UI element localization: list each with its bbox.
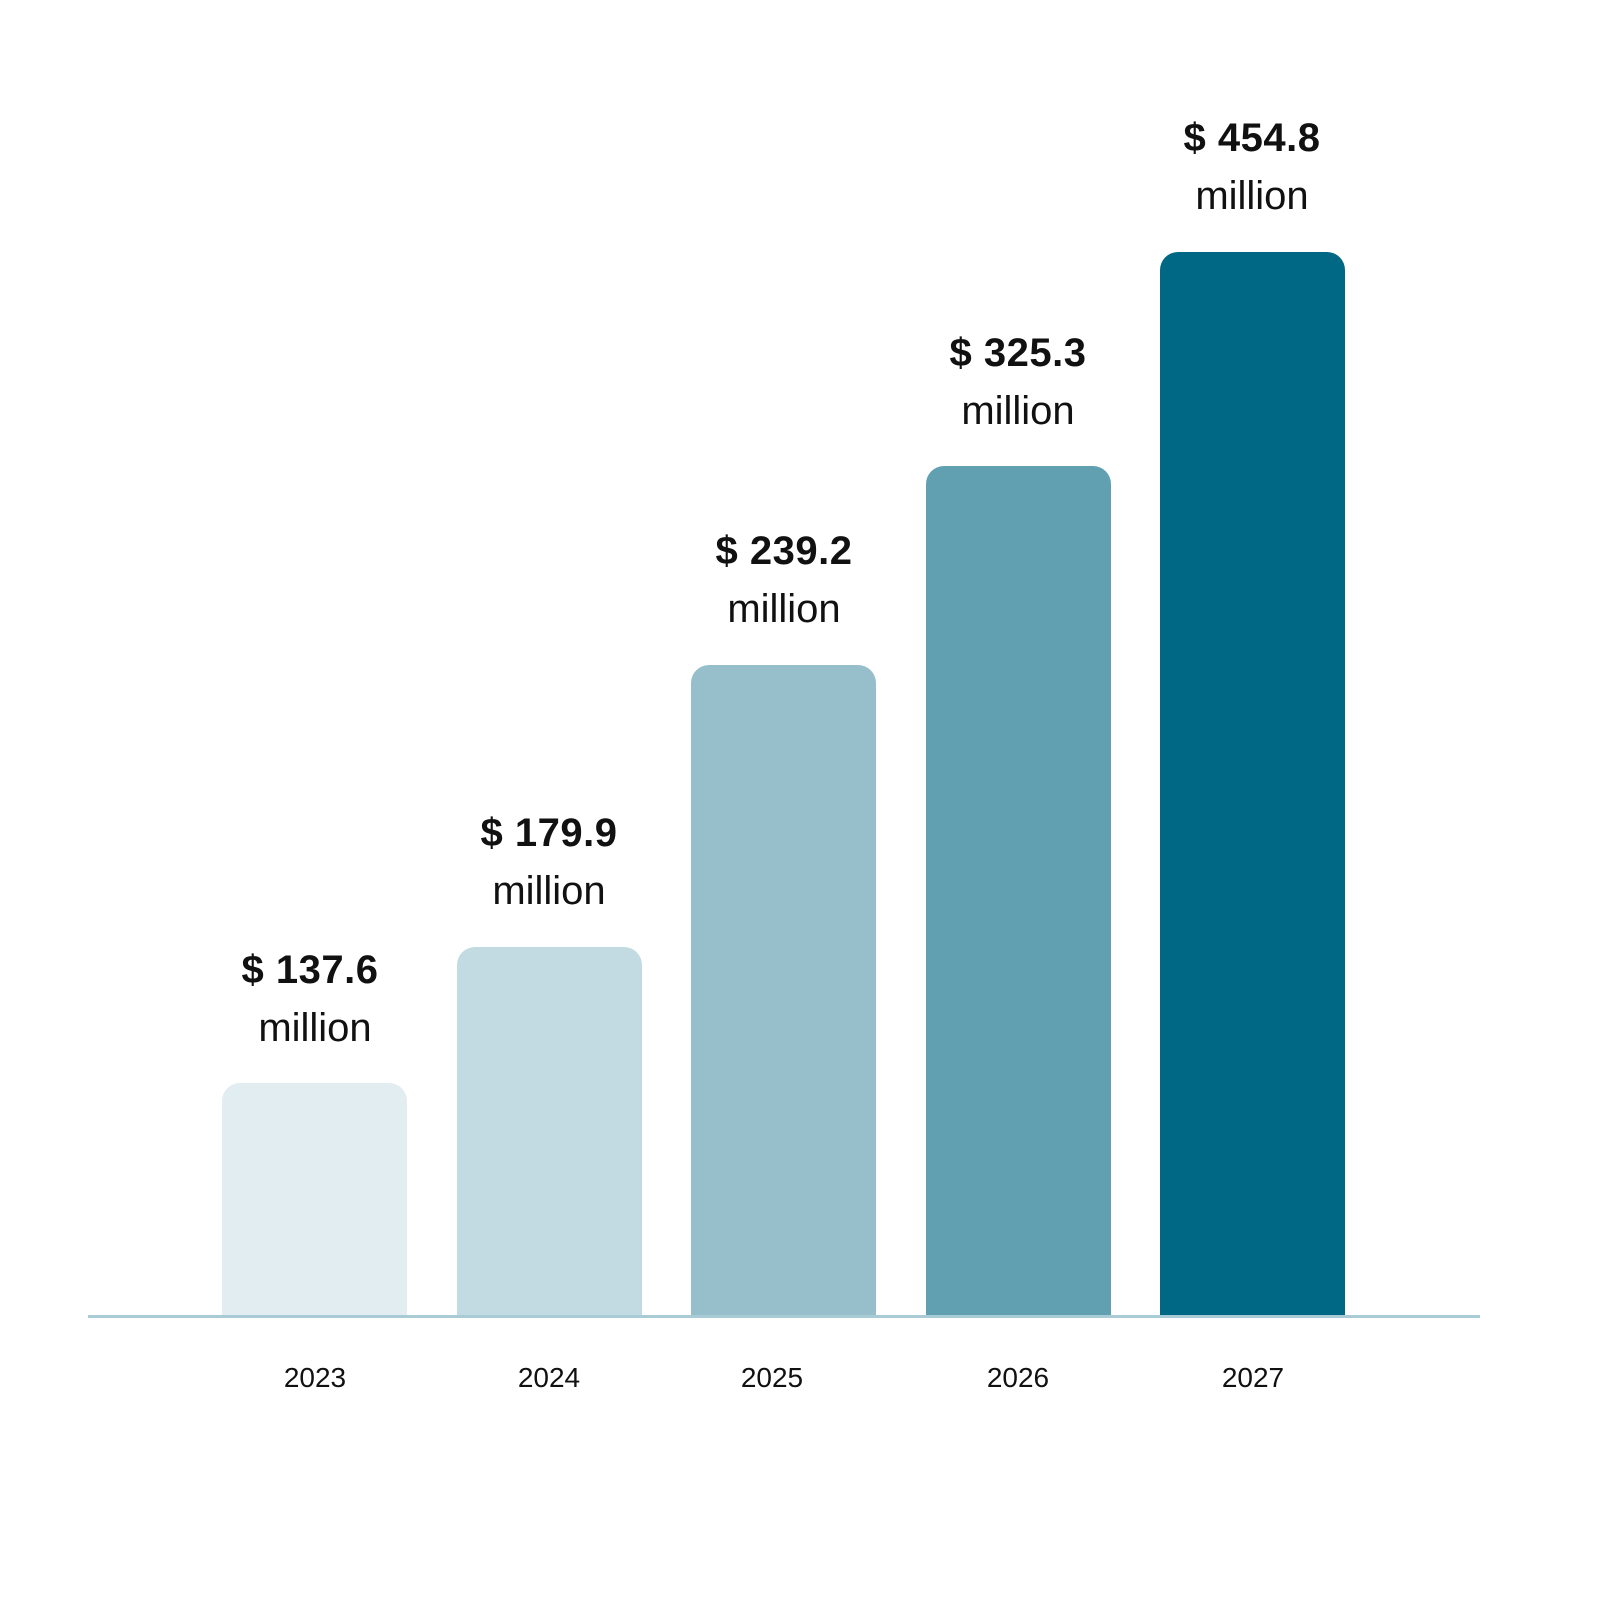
data-label-2027: $ 454.8 million [1122,118,1382,216]
data-label-amount: $ 454.8 [1183,116,1321,160]
data-label-2025: $ 239.2 million [654,531,914,629]
x-tick-2026: 2026 [986,1362,1050,1393]
data-label-amount: $ 239.2 [715,529,853,573]
data-label-unit: million [492,869,606,913]
data-label-amount: $ 325.3 [949,331,1087,375]
data-label-2024: $ 179.9 million [419,813,679,911]
data-label-2026: $ 325.3 million [888,333,1148,431]
x-tick-2023: 2023 [283,1362,347,1393]
data-label-unit: million [1195,174,1309,218]
x-tick-2027: 2027 [1221,1362,1285,1393]
x-tick-2024: 2024 [517,1362,581,1393]
data-label-2023: $ 137.6 million [180,950,440,1048]
x-tick-2025: 2025 [740,1362,804,1393]
data-label-unit: million [961,389,1075,433]
data-label-unit: million [727,587,841,631]
x-axis-line [88,1315,1480,1318]
bar-2025 [691,665,876,1316]
data-label-amount: $ 137.6 [241,948,379,992]
data-label-unit: million [258,1006,372,1050]
bar-2024 [457,947,642,1316]
bar-2023 [222,1083,407,1316]
bar-2026 [926,466,1111,1316]
data-label-amount: $ 179.9 [480,811,618,855]
bar-2027 [1160,252,1345,1316]
